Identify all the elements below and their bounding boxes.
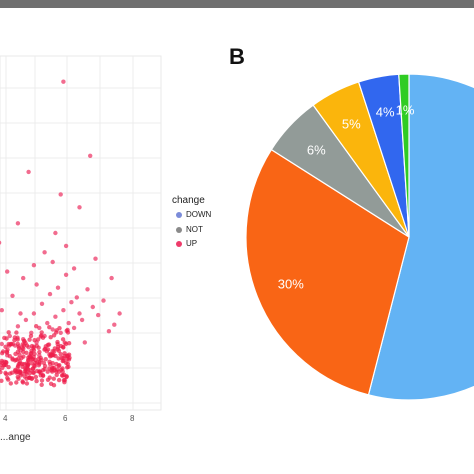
pie-slice-label: 6% <box>307 143 326 158</box>
pie-slice-label: 1% <box>396 102 415 117</box>
pie-slice-label: 5% <box>342 116 361 131</box>
pie-slice-label: 4% <box>376 105 395 120</box>
pie-slice-label: 30% <box>278 276 304 291</box>
